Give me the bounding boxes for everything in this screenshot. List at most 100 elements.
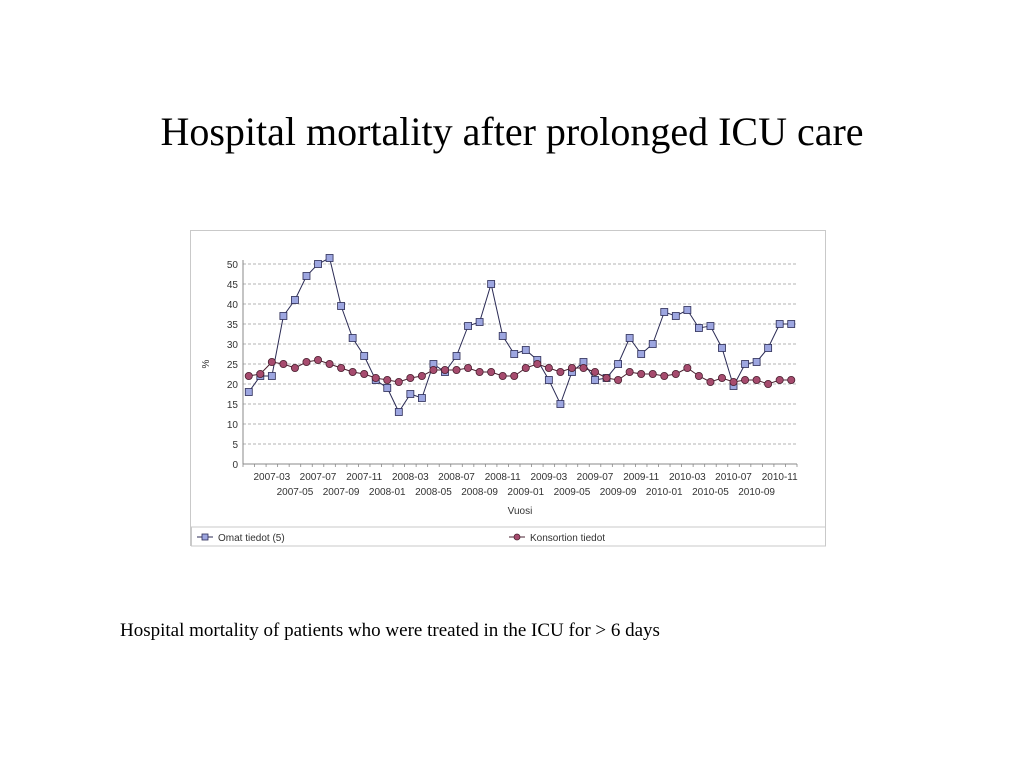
x-tick-label: 2008-07: [438, 472, 475, 483]
data-point-circle: [475, 367, 484, 376]
data-point-square: [660, 308, 669, 316]
x-tick-label: 2010-11: [762, 472, 798, 483]
x-tick-label: 2009-11: [623, 472, 659, 483]
legend-box: [191, 526, 826, 547]
x-tick-label: 2008-05: [415, 487, 452, 498]
data-point-square: [764, 344, 773, 352]
data-point-square: [752, 358, 761, 366]
data-point-circle: [567, 363, 576, 372]
data-point-square: [302, 272, 311, 280]
data-point-square: [487, 280, 496, 288]
data-point-circle: [602, 373, 611, 382]
x-tick-label: 2009-09: [600, 487, 637, 498]
data-point-circle: [729, 377, 738, 386]
data-point-circle: [637, 369, 646, 378]
legend-layer: Omat tiedot (5) Konsortion tiedot: [191, 526, 826, 547]
y-axis-title: %: [201, 359, 212, 368]
data-point-circle: [290, 363, 299, 372]
x-tick-label: 2009-07: [577, 472, 614, 483]
data-point-square: [244, 388, 253, 396]
y-tick-label: 45: [227, 280, 239, 291]
x-tick-label: 2008-11: [485, 472, 521, 483]
y-tick-label: 5: [232, 440, 238, 451]
data-point-circle: [683, 363, 692, 372]
data-point-square: [556, 400, 565, 408]
x-tick-label: 2010-05: [692, 487, 729, 498]
y-tick-label: 40: [227, 300, 239, 311]
data-point-square: [591, 376, 599, 384]
data-point-square: [521, 346, 530, 354]
data-point-square: [348, 334, 357, 342]
data-point-square: [360, 352, 369, 360]
data-point-square: [475, 318, 484, 326]
data-point-square: [383, 384, 392, 392]
axis-layer: [242, 260, 798, 467]
data-point-circle: [417, 371, 426, 380]
series-layer: [244, 254, 796, 416]
data-point-square: [648, 340, 657, 348]
y-tick-label: 35: [227, 320, 239, 331]
data-point-square: [718, 344, 726, 352]
data-point-circle: [302, 358, 311, 367]
data-point-circle: [383, 375, 392, 384]
series-line-1: [248, 257, 792, 414]
data-point-square: [498, 332, 507, 340]
y-tick-label: 15: [227, 400, 239, 411]
slide-title: Hospital mortality after prolonged ICU c…: [160, 109, 864, 154]
y-tick-label: 30: [227, 340, 239, 351]
data-point-square: [279, 312, 288, 320]
x-tick-label: 2010-01: [646, 487, 683, 498]
data-point-square: [337, 302, 346, 310]
data-point-square: [683, 306, 692, 314]
data-point-circle: [440, 365, 449, 374]
y-tick-label: 50: [227, 260, 239, 271]
data-point-circle: [279, 359, 288, 368]
data-point-circle: [752, 375, 761, 384]
data-point-circle: [717, 373, 726, 382]
slide-caption: Hospital mortality of patients who were …: [120, 620, 660, 641]
data-point-square: [671, 312, 680, 320]
data-point-circle: [648, 369, 657, 378]
data-point-square: [614, 360, 623, 368]
y-tick-label: 25: [227, 360, 239, 371]
data-point-square: [741, 360, 749, 368]
data-point-square: [417, 394, 426, 402]
legend-label: Konsortion tiedot: [530, 533, 605, 544]
data-point-circle: [464, 363, 473, 372]
data-point-circle: [591, 367, 600, 376]
data-point-square: [637, 350, 646, 358]
x-tick-label: 2010-03: [669, 472, 706, 483]
data-point-square: [775, 320, 784, 328]
data-point-square: [544, 376, 553, 384]
data-point-circle: [244, 371, 253, 380]
data-point-circle: [544, 363, 553, 372]
data-point-circle: [325, 359, 334, 368]
x-tick-label: 2007-05: [277, 487, 314, 498]
x-tick-label: 2008-09: [461, 487, 498, 498]
data-point-circle: [521, 363, 530, 372]
data-point-square: [394, 408, 403, 416]
data-point-circle: [394, 377, 403, 386]
data-point-circle: [533, 359, 542, 368]
x-axis-title: Vuosi: [508, 506, 533, 517]
y-tick-label: 0: [232, 460, 238, 471]
data-point-circle: [371, 373, 380, 382]
data-point-circle: [360, 369, 369, 378]
data-point-circle: [498, 371, 507, 380]
data-point-circle: [579, 363, 588, 372]
data-point-square: [291, 296, 299, 304]
data-point-circle: [314, 356, 323, 365]
data-point-circle: [660, 371, 669, 380]
x-tick-label: 2007-11: [346, 472, 382, 483]
data-point-square: [694, 324, 703, 332]
data-point-square: [787, 320, 796, 328]
data-point-circle: [787, 375, 796, 384]
legend-marker-square: [201, 533, 209, 541]
data-point-circle: [741, 375, 750, 384]
data-point-square: [452, 352, 461, 360]
data-point-circle: [625, 367, 634, 376]
data-point-circle: [406, 373, 415, 382]
data-point-square: [325, 254, 334, 262]
data-point-circle: [267, 358, 276, 367]
x-tick-label: 2009-05: [554, 487, 591, 498]
